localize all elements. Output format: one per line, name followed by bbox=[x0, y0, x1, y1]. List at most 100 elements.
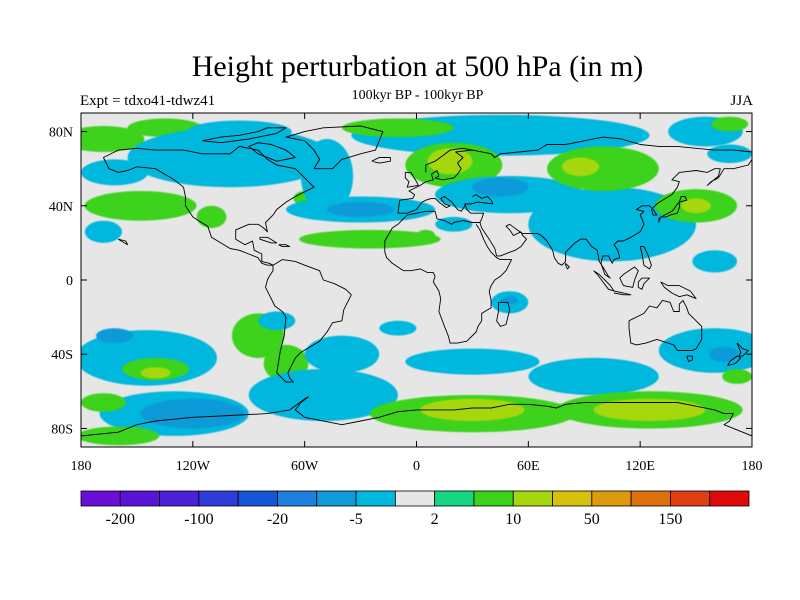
coastline bbox=[496, 301, 511, 327]
map-title: Height perturbation at 500 hPa (in m) bbox=[191, 50, 644, 83]
coastline bbox=[384, 203, 513, 344]
coastline bbox=[678, 196, 688, 203]
map-subtitle: 100kyr BP - 100kyr BP bbox=[351, 88, 484, 103]
colorbar-box bbox=[552, 490, 593, 507]
coastline bbox=[371, 157, 391, 164]
coastline bbox=[619, 266, 639, 288]
coastline bbox=[265, 259, 352, 383]
contour-region-neg1 bbox=[379, 320, 417, 336]
coastline bbox=[639, 246, 652, 270]
contour-region-neg2 bbox=[709, 346, 739, 362]
colorbar-label: -200 bbox=[106, 511, 135, 528]
contour-region-pos2 bbox=[140, 367, 171, 379]
colorbar-box bbox=[119, 490, 160, 507]
lon-tick-label: 180 bbox=[742, 459, 763, 474]
contour-region-pos1 bbox=[722, 369, 752, 384]
contour-region-neg1 bbox=[435, 216, 473, 232]
coastline bbox=[248, 142, 296, 162]
colorbar-label: -20 bbox=[267, 511, 288, 528]
contour-region-neg1 bbox=[528, 357, 659, 396]
colorbar-box bbox=[473, 490, 514, 507]
lon-tick-label: 60E bbox=[517, 459, 540, 474]
coastline bbox=[397, 136, 752, 214]
lon-tick-label: 0 bbox=[413, 459, 420, 474]
longitude-axis: 180 120W 60W 0 60E 120E 180 bbox=[71, 113, 763, 474]
contour-region-pos2 bbox=[561, 157, 600, 177]
colorbar-box bbox=[512, 490, 553, 507]
contour-region-pos1 bbox=[547, 146, 659, 191]
coastline-layer bbox=[81, 125, 752, 437]
season-label: JJA bbox=[730, 93, 753, 109]
colorbar-box bbox=[237, 490, 278, 507]
contour-region-pos1 bbox=[196, 205, 227, 228]
colorbar-label: -100 bbox=[184, 511, 213, 528]
contour-region-pos2 bbox=[593, 398, 706, 421]
coastline bbox=[628, 299, 703, 351]
lat-tick-label: 40S bbox=[51, 348, 73, 363]
contour-region-neg1 bbox=[405, 348, 540, 375]
contour-region-neg1 bbox=[692, 250, 738, 273]
contour-region-neg1 bbox=[304, 335, 380, 373]
coastline bbox=[278, 244, 291, 248]
coastline bbox=[102, 157, 273, 266]
coastline bbox=[660, 281, 697, 300]
coastline bbox=[727, 355, 742, 366]
contour-region-pos1 bbox=[342, 118, 454, 138]
lon-tick-label: 180 bbox=[71, 459, 92, 474]
coastline bbox=[686, 355, 693, 363]
colorbar-box bbox=[316, 490, 357, 507]
contour-region-neg2 bbox=[472, 177, 529, 197]
contour-region-neg1 bbox=[658, 328, 752, 373]
lat-tick-label: 80N bbox=[49, 126, 73, 141]
coastline bbox=[404, 171, 419, 188]
lat-tick-label: 80S bbox=[51, 422, 73, 437]
colorbar-label: 2 bbox=[431, 511, 439, 528]
map-area bbox=[80, 112, 753, 448]
colorbar-box bbox=[277, 490, 318, 507]
colorbar-label: -5 bbox=[349, 511, 362, 528]
contour-region-neg1 bbox=[81, 159, 149, 186]
contour-region-pos2 bbox=[427, 148, 473, 175]
coastline bbox=[118, 238, 129, 246]
contour-region-neg1 bbox=[258, 311, 296, 331]
contour-region-pos1 bbox=[81, 126, 145, 152]
colorbar-label: 10 bbox=[505, 511, 521, 528]
contour-region-pos1 bbox=[711, 116, 749, 132]
coastline bbox=[425, 147, 473, 173]
coastline bbox=[81, 396, 752, 437]
lon-tick-label: 120W bbox=[176, 459, 211, 474]
colorbar-label: 50 bbox=[584, 511, 600, 528]
contour-region-neg2 bbox=[327, 202, 395, 217]
contour-region-pos1 bbox=[299, 229, 441, 249]
contour-region-pos1 bbox=[84, 191, 197, 221]
contour-region-neg1 bbox=[187, 120, 292, 143]
colorbar-box bbox=[159, 490, 200, 507]
coastline bbox=[397, 194, 494, 214]
lon-tick-label: 60W bbox=[291, 459, 319, 474]
coastline bbox=[565, 262, 570, 270]
lon-tick-label: 120E bbox=[625, 459, 655, 474]
coastline bbox=[202, 127, 287, 144]
coastline bbox=[103, 145, 315, 266]
contour-region-neg1 bbox=[84, 220, 122, 243]
colorbar-box bbox=[630, 490, 671, 507]
colorbar-box bbox=[434, 490, 475, 507]
colorbar-box bbox=[80, 490, 121, 507]
contour-region-pos1 bbox=[416, 229, 436, 242]
contour-region-pos1 bbox=[81, 393, 126, 412]
contour-region-neg1 bbox=[528, 187, 697, 262]
contour-region-neg1 bbox=[707, 144, 752, 164]
coastline bbox=[614, 290, 632, 296]
colorbar-box bbox=[670, 490, 711, 507]
contour-region-neg1 bbox=[127, 127, 333, 188]
contour-region-pos1 bbox=[81, 426, 160, 446]
lat-tick-label: 0 bbox=[66, 274, 73, 289]
colorbar-box bbox=[198, 490, 239, 507]
coastline bbox=[637, 277, 650, 290]
colorbar: -200 -100 -20 -5 2 10 50 150 bbox=[80, 490, 750, 528]
contour-region-neg1 bbox=[300, 139, 354, 214]
coastline bbox=[736, 342, 749, 357]
coastline bbox=[479, 159, 752, 279]
colorbar-box bbox=[591, 490, 632, 507]
